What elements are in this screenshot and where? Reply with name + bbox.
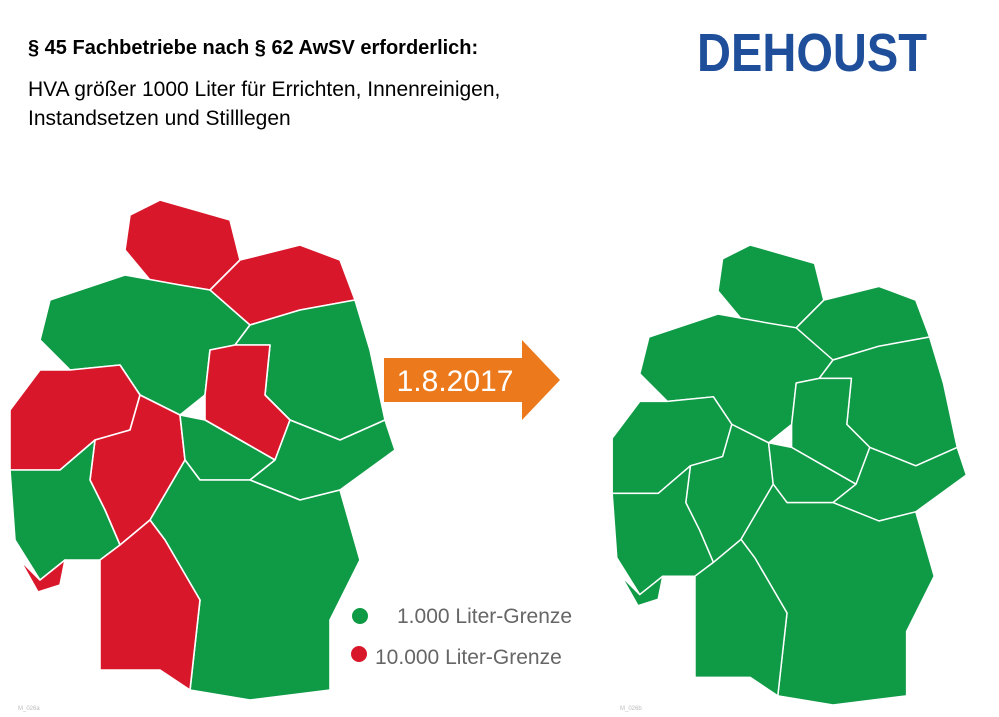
legend-label: 10.000 Liter-Grenze bbox=[375, 646, 562, 669]
arrow bbox=[384, 340, 560, 420]
title: § 45 Fachbetriebe nach § 62 AwSV erforde… bbox=[28, 37, 478, 59]
legend-label: 1.000 Liter-Grenze bbox=[397, 605, 572, 628]
logo: DEHOUST bbox=[697, 23, 927, 83]
footnote: M_026a bbox=[18, 706, 40, 712]
map-before bbox=[9, 199, 396, 701]
map-after bbox=[611, 244, 968, 706]
legend-marker bbox=[352, 608, 368, 624]
arrow-label: 1.8.2017 bbox=[397, 365, 514, 398]
subtitle-line: Instandsetzen und Stilllegen bbox=[28, 107, 291, 130]
subtitle-line: HVA größer 1000 Liter für Errichten, Inn… bbox=[28, 78, 500, 101]
footnote: M_026b bbox=[620, 706, 642, 712]
legend-marker bbox=[351, 646, 367, 662]
